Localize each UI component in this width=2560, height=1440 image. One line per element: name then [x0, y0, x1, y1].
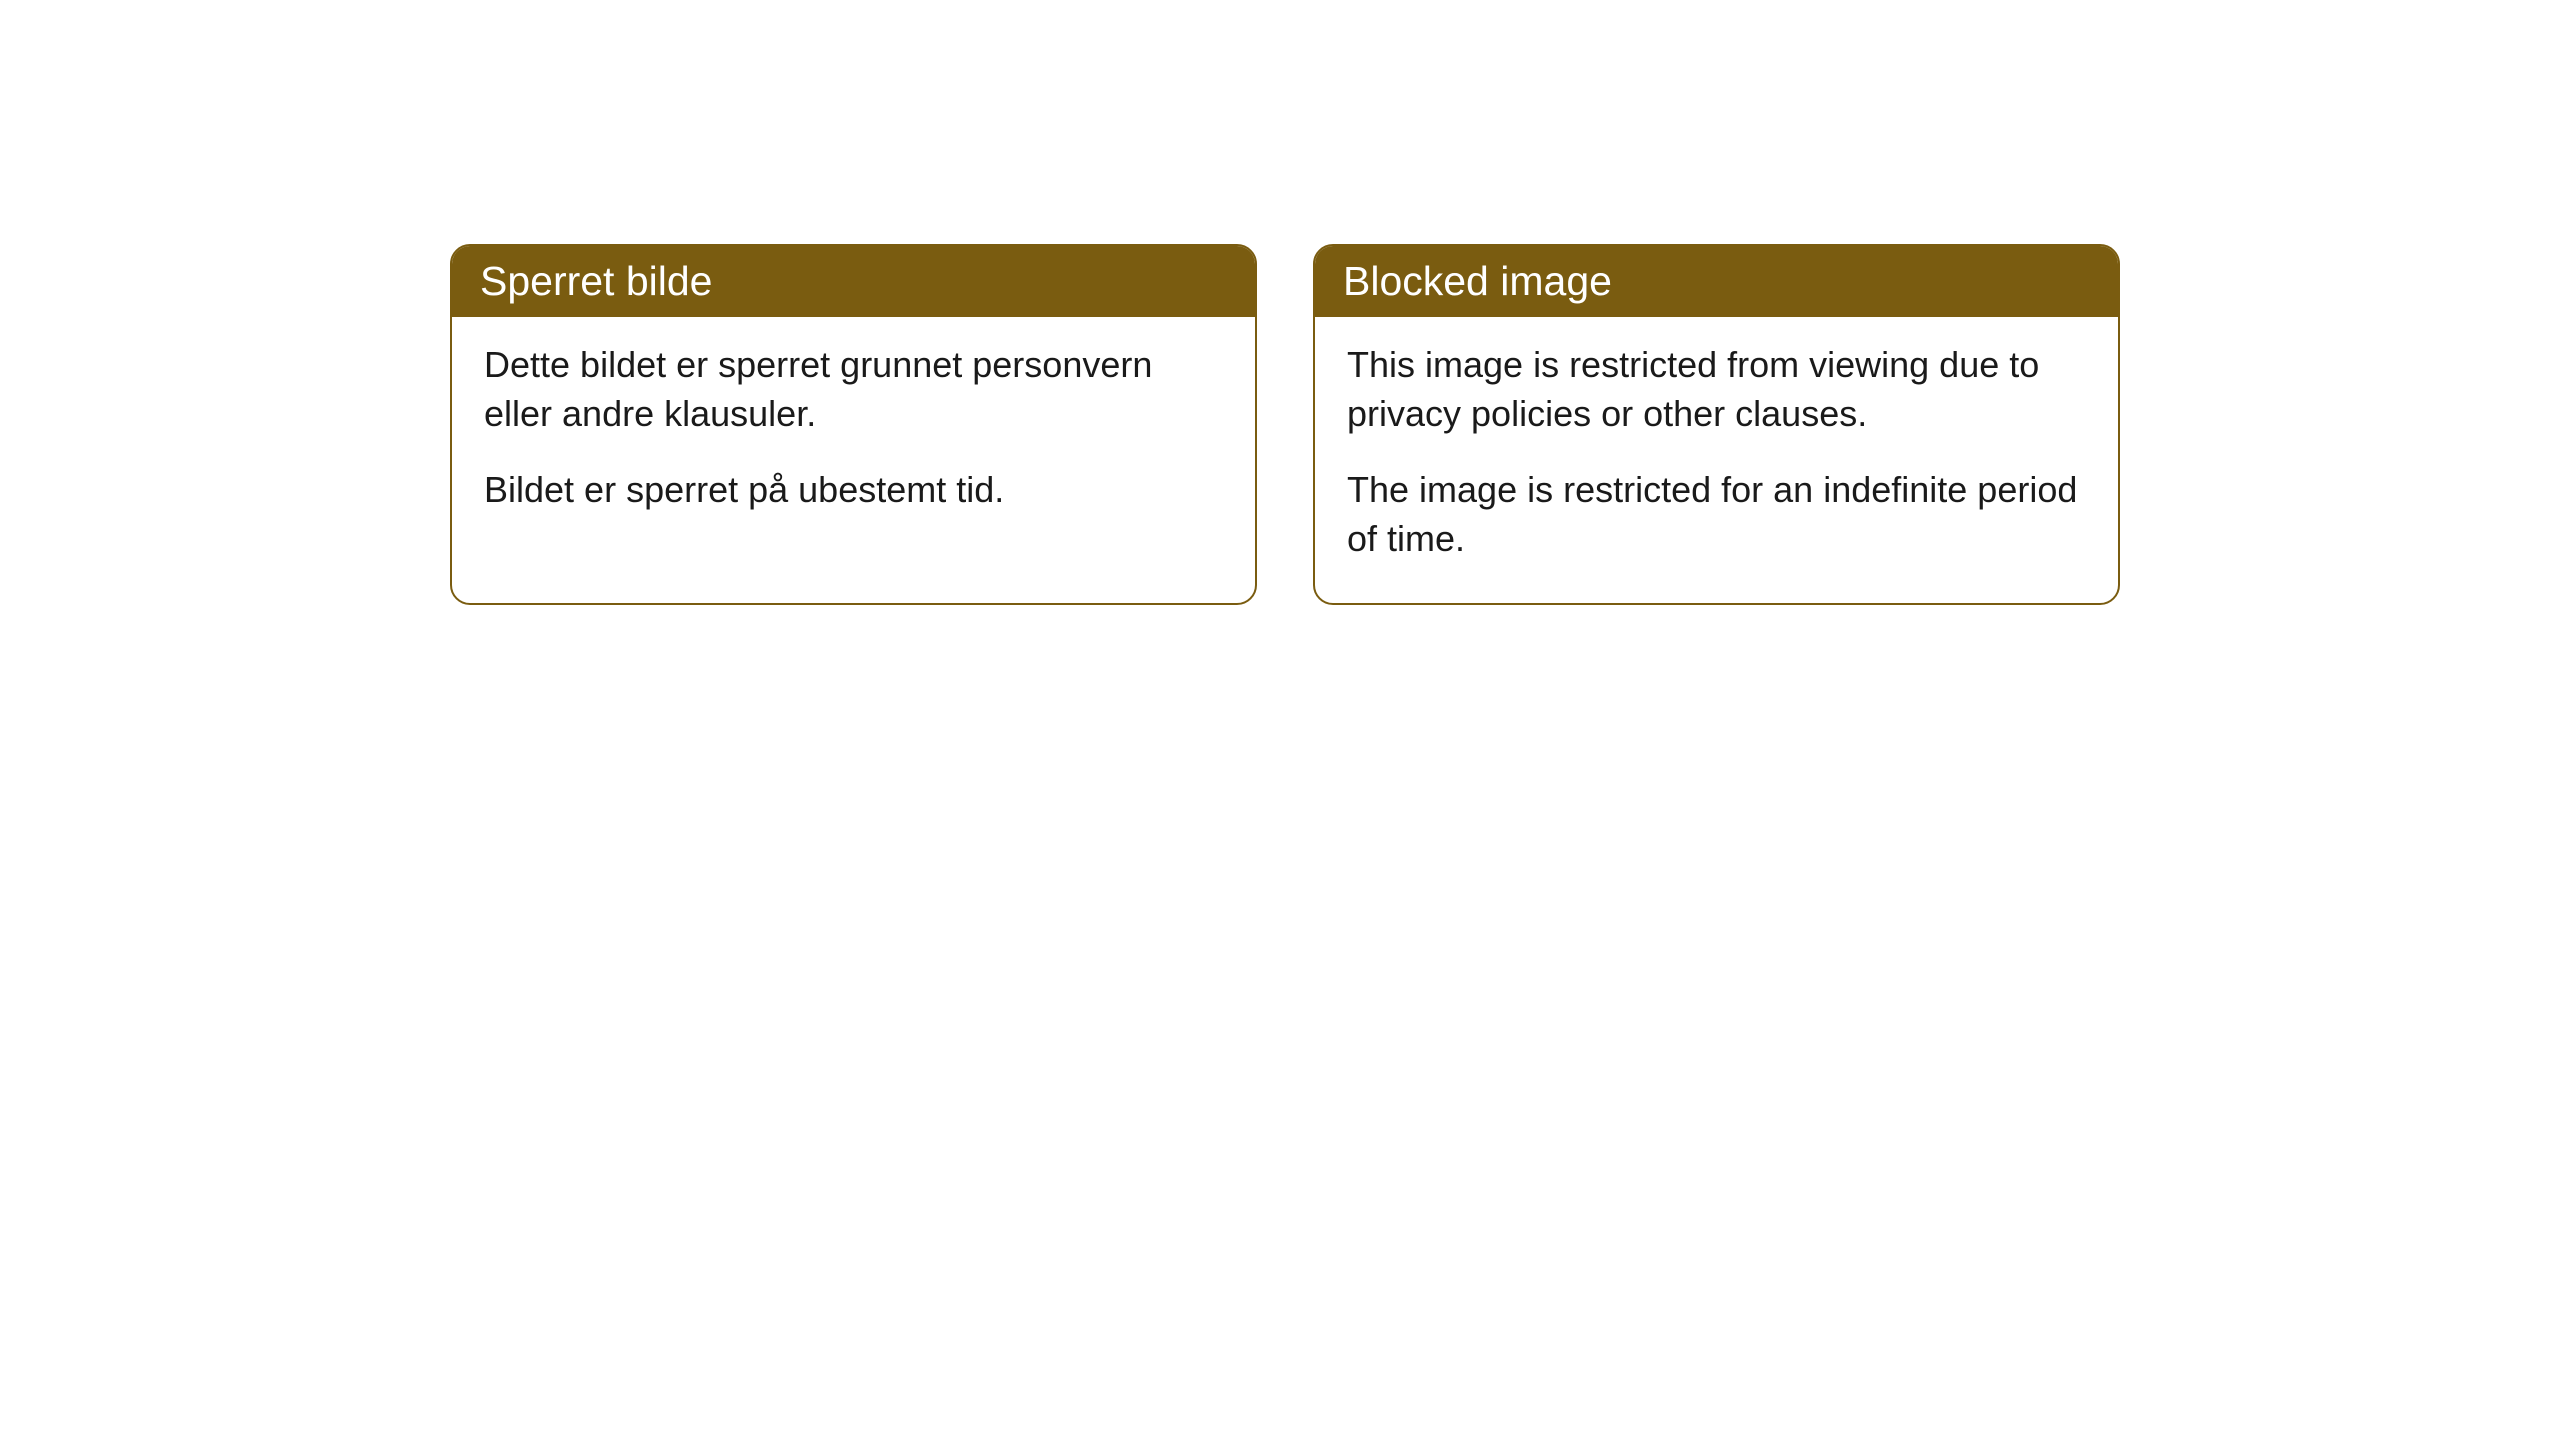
- card-header: Blocked image: [1315, 246, 2118, 317]
- card-body: This image is restricted from viewing du…: [1315, 317, 2118, 603]
- card-paragraph: This image is restricted from viewing du…: [1347, 341, 2086, 438]
- cards-container: Sperret bilde Dette bildet er sperret gr…: [0, 0, 2560, 605]
- card-title: Sperret bilde: [480, 258, 712, 304]
- card-header: Sperret bilde: [452, 246, 1255, 317]
- card-body: Dette bildet er sperret grunnet personve…: [452, 317, 1255, 555]
- card-paragraph: Dette bildet er sperret grunnet personve…: [484, 341, 1223, 438]
- card-paragraph: Bildet er sperret på ubestemt tid.: [484, 466, 1223, 515]
- blocked-image-card-no: Sperret bilde Dette bildet er sperret gr…: [450, 244, 1257, 605]
- card-paragraph: The image is restricted for an indefinit…: [1347, 466, 2086, 563]
- blocked-image-card-en: Blocked image This image is restricted f…: [1313, 244, 2120, 605]
- card-title: Blocked image: [1343, 258, 1612, 304]
